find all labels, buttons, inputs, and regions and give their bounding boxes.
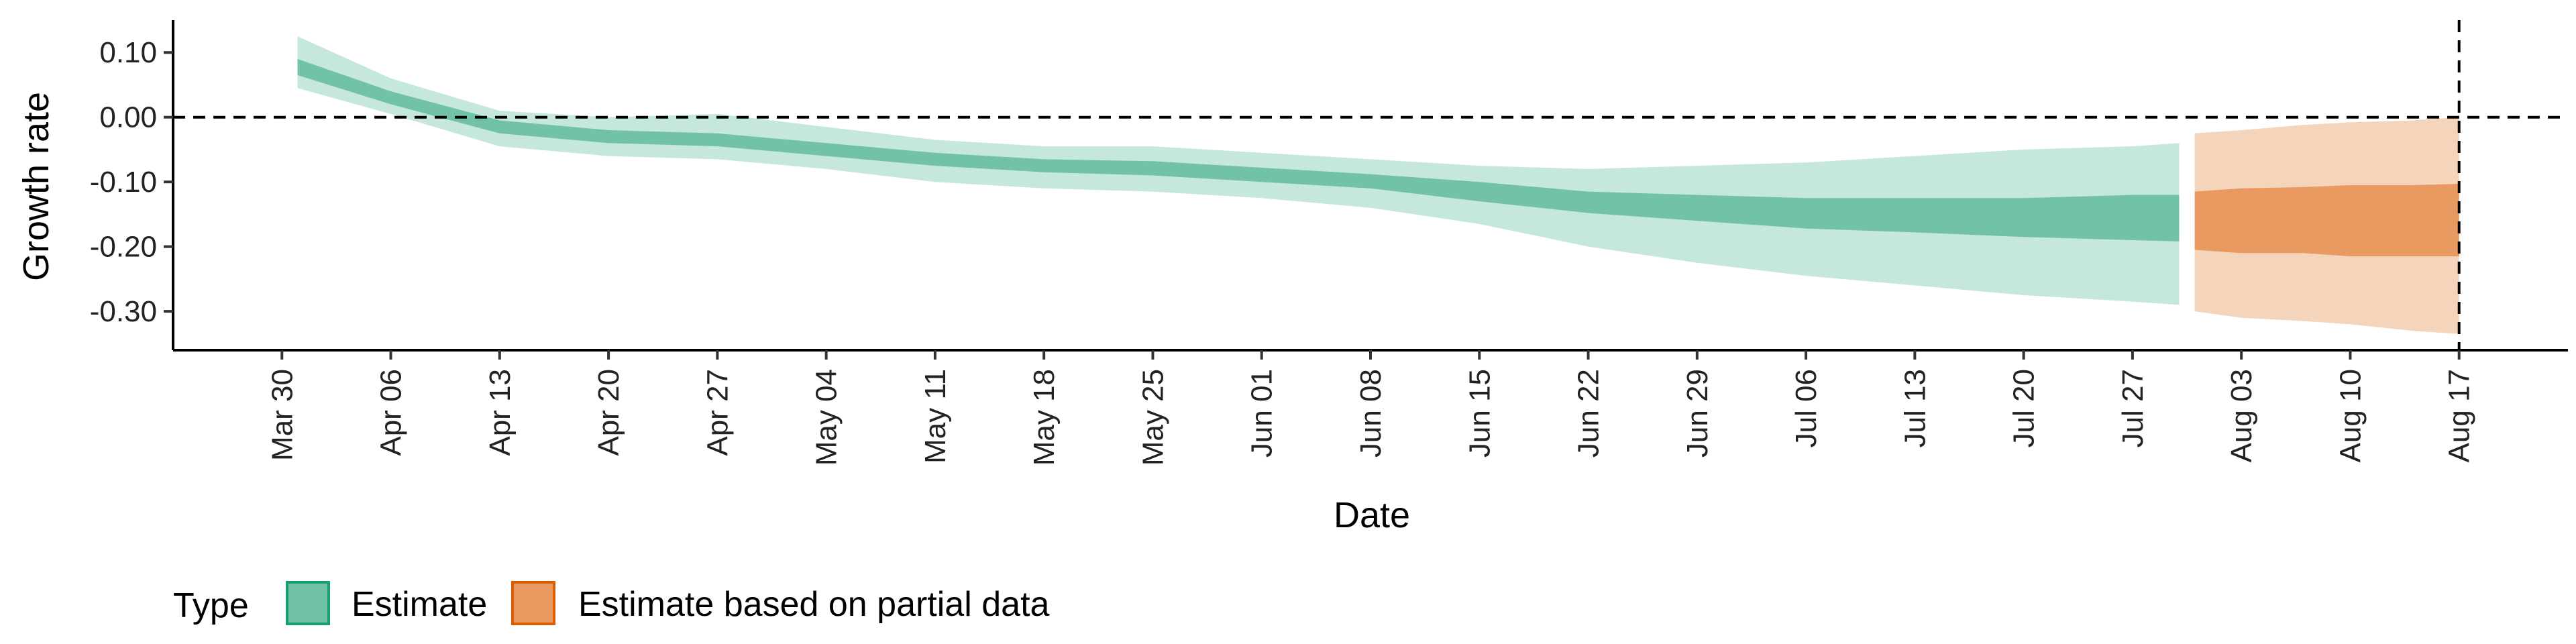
x-tick-label: Jun 15 bbox=[1463, 369, 1496, 458]
x-tick-label: Jul 20 bbox=[2008, 369, 2041, 447]
x-tick-label: Apr 13 bbox=[484, 369, 517, 456]
legend-swatch-partial bbox=[511, 581, 555, 625]
y-tick-label: 0.00 bbox=[99, 101, 157, 134]
x-tick-label: Jul 06 bbox=[1790, 369, 1823, 447]
x-tick-label: May 25 bbox=[1137, 369, 1170, 466]
x-tick-label: Jul 13 bbox=[1898, 369, 1931, 447]
y-tick-label: -0.20 bbox=[90, 231, 157, 264]
legend-swatch-estimate bbox=[286, 581, 330, 625]
x-tick-label: May 04 bbox=[810, 369, 843, 466]
x-tick-label: Jun 22 bbox=[1572, 369, 1605, 458]
x-tick-label: Aug 03 bbox=[2225, 369, 2258, 462]
y-axis-ticks: 0.10 0.00 -0.10 -0.20 -0.30 bbox=[90, 36, 173, 328]
legend: Type Estimate Estimate based on partial … bbox=[173, 581, 1050, 625]
y-tick-label: 0.10 bbox=[99, 36, 157, 69]
x-tick-label: Mar 30 bbox=[266, 369, 299, 461]
y-tick-label: -0.10 bbox=[90, 166, 157, 199]
x-axis-title: Date bbox=[1334, 495, 1410, 535]
x-tick-label: May 18 bbox=[1028, 369, 1061, 466]
reference-lines bbox=[173, 20, 2568, 350]
x-tick-label: Jul 27 bbox=[2116, 369, 2149, 447]
x-tick-label: Apr 20 bbox=[592, 369, 625, 456]
x-tick-label: Apr 06 bbox=[375, 369, 408, 456]
x-tick-label: Jun 08 bbox=[1354, 369, 1387, 458]
series-0-inner-band bbox=[297, 58, 2180, 241]
legend-label-partial: Estimate based on partial data bbox=[578, 585, 1050, 624]
legend-label-estimate: Estimate bbox=[352, 585, 487, 624]
x-tick-label: May 11 bbox=[919, 369, 952, 464]
series-1-inner-band bbox=[2194, 184, 2459, 257]
x-axis-ticks: Mar 30 Apr 06 Apr 13 Apr 20 Apr 27 May 04 May … bbox=[266, 350, 2476, 466]
legend-title: Type bbox=[173, 586, 249, 625]
x-tick-label: Aug 17 bbox=[2443, 369, 2476, 462]
x-tick-label: Aug 10 bbox=[2334, 369, 2367, 462]
x-tick-label: Jun 29 bbox=[1681, 369, 1714, 458]
x-tick-label: Apr 27 bbox=[701, 369, 734, 456]
y-tick-label: -0.30 bbox=[90, 295, 157, 328]
y-axis-title: Growth rate bbox=[16, 92, 56, 281]
estimate-bands bbox=[297, 36, 2459, 334]
x-tick-label: Jun 01 bbox=[1246, 369, 1279, 458]
